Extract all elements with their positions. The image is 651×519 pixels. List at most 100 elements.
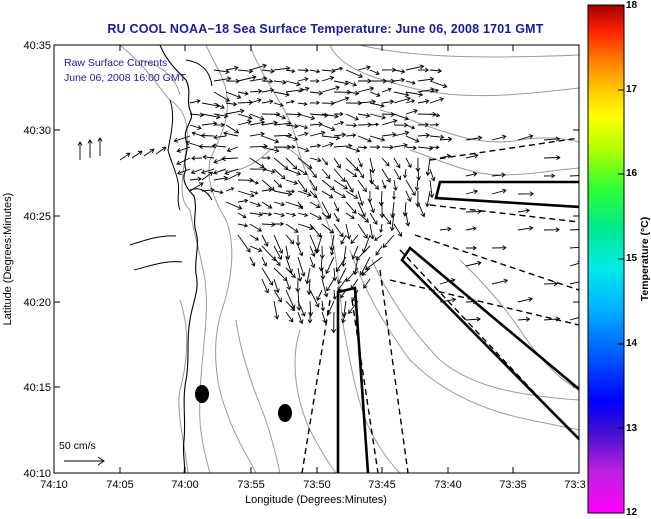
current-vector <box>261 156 271 160</box>
current-vector <box>465 316 481 322</box>
contour-line <box>139 59 181 96</box>
current-vector <box>309 79 320 84</box>
current-vector <box>225 187 235 192</box>
current-vector <box>375 245 383 256</box>
current-vector <box>417 132 431 138</box>
current-vector <box>417 98 430 104</box>
current-vector <box>369 157 376 174</box>
current-vector <box>429 168 436 182</box>
current-vector <box>357 99 377 105</box>
current-vector <box>333 143 353 149</box>
current-vector <box>226 146 239 153</box>
current-vector <box>517 208 531 214</box>
current-vector <box>345 190 359 199</box>
current-vector <box>309 100 320 105</box>
current-vector <box>491 172 506 178</box>
current-vector <box>143 148 155 157</box>
current-vector <box>297 131 309 137</box>
current-vector <box>357 157 363 168</box>
contour-line <box>329 45 579 97</box>
current-vector <box>77 141 83 160</box>
current-vector <box>543 316 561 322</box>
current-vector <box>297 223 314 231</box>
current-vector <box>369 122 380 127</box>
current-vector <box>225 172 242 181</box>
current-vector <box>309 223 322 238</box>
current-vector <box>309 190 318 199</box>
current-vector <box>439 278 456 285</box>
current-vector <box>201 113 221 120</box>
current-vector <box>333 120 345 126</box>
current-vector <box>225 91 242 99</box>
current-vector <box>357 122 372 128</box>
current-vector <box>261 120 279 126</box>
current-vector <box>345 90 360 96</box>
current-vector <box>365 256 383 271</box>
current-vector <box>213 69 230 75</box>
current-vector <box>297 311 304 325</box>
current-vector <box>392 191 396 200</box>
current-vector <box>261 256 268 267</box>
current-vector <box>261 87 275 93</box>
current-vector <box>309 234 319 254</box>
current-vector <box>261 111 281 117</box>
current-vector <box>237 113 253 120</box>
current-vector <box>369 144 381 150</box>
current-vector <box>393 77 406 83</box>
current-vector <box>249 88 263 94</box>
current-vector <box>351 245 359 260</box>
current-vector <box>212 168 227 175</box>
current-vector <box>309 289 320 308</box>
current-vector <box>249 120 266 126</box>
colorbar-tick: 14 <box>626 338 638 349</box>
current-vector <box>273 120 292 127</box>
current-vector <box>273 157 289 170</box>
colorbar-tick: 15 <box>626 253 638 264</box>
x-tick-label: 73:3 <box>564 479 585 491</box>
feature-blob <box>195 385 209 403</box>
current-vector <box>306 278 312 296</box>
current-vector <box>249 63 267 71</box>
current-vector <box>393 142 408 148</box>
current-vector <box>405 91 424 97</box>
current-vector <box>439 136 453 142</box>
contour-line <box>409 149 579 176</box>
current-vector <box>321 190 334 199</box>
colorbar-tick: 12 <box>626 507 638 518</box>
current-vector <box>309 130 326 137</box>
current-vector <box>309 90 324 96</box>
current-vector <box>337 267 347 285</box>
current-vector <box>405 212 411 227</box>
colorbar-tick-labels: 18 17 16 15 14 13 12 <box>626 0 638 518</box>
current-vector <box>417 67 430 73</box>
current-vector <box>465 135 483 141</box>
current-vector <box>382 234 395 249</box>
current-vector <box>378 190 384 207</box>
current-vector <box>439 297 457 303</box>
y-tick-label: 40:20 <box>23 297 51 309</box>
current-vector <box>285 80 301 87</box>
current-vector <box>429 68 443 74</box>
lane-boundary <box>301 299 331 473</box>
current-vector <box>491 134 507 141</box>
current-vector <box>321 201 332 219</box>
colorbar-ticks <box>618 89 624 429</box>
current-vector <box>337 278 347 292</box>
current-vector <box>273 245 283 261</box>
lane-boundary <box>429 137 579 161</box>
current-vector <box>374 234 383 241</box>
lane-boundary <box>429 204 579 223</box>
annotation-line-2: June 06, 2008 16:00 GMT <box>64 72 187 84</box>
current-vector <box>249 201 262 207</box>
current-vector <box>381 157 390 167</box>
current-vector <box>249 98 262 104</box>
lane-boundary <box>379 269 409 473</box>
current-vector <box>261 179 275 191</box>
current-vector <box>200 133 215 139</box>
current-vector <box>285 123 299 129</box>
zone-polygon <box>400 246 579 441</box>
current-vector <box>345 168 358 178</box>
current-vector <box>543 136 561 142</box>
current-vector <box>333 223 344 238</box>
